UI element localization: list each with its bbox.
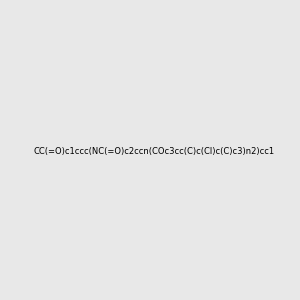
Text: CC(=O)c1ccc(NC(=O)c2ccn(COc3cc(C)c(Cl)c(C)c3)n2)cc1: CC(=O)c1ccc(NC(=O)c2ccn(COc3cc(C)c(Cl)c(… — [33, 147, 274, 156]
